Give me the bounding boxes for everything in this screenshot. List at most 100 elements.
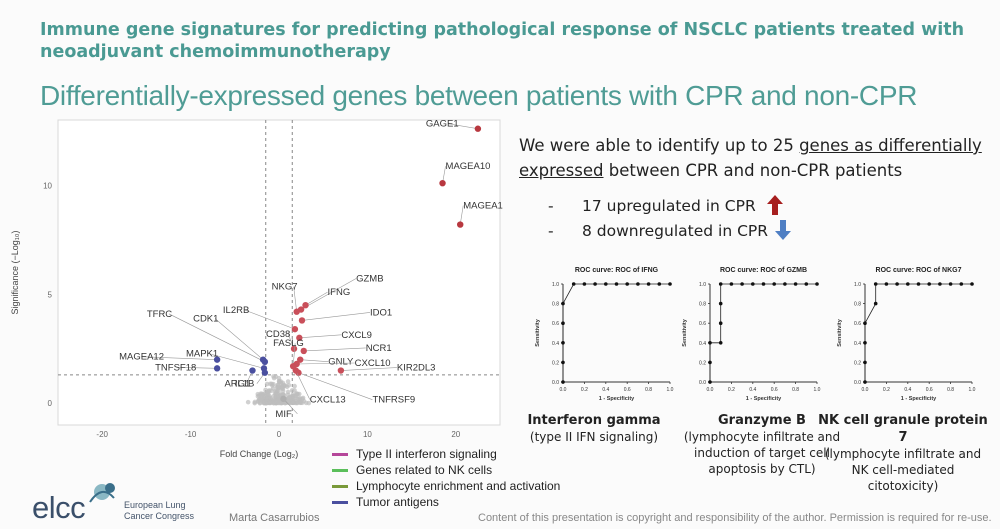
- roc-point: [916, 282, 921, 286]
- legend-item: Type II interferon signaling: [332, 446, 560, 462]
- gene-label: ARG1: [224, 379, 250, 390]
- y-tick-label: 10: [43, 181, 52, 190]
- roc-point: [815, 282, 819, 286]
- background-gene-point: [290, 400, 295, 406]
- background-gene-point: [271, 393, 276, 399]
- background-gene-point: [255, 398, 261, 404]
- background-gene-point: [280, 386, 286, 392]
- gene-label-leader: [214, 318, 264, 360]
- bullet-upregulated: - 17 upregulated in CPR: [548, 195, 783, 215]
- x-tick-label: 20: [451, 430, 460, 439]
- gene-label-leader: [177, 367, 218, 369]
- roc-y-tick-label: 0.4: [699, 341, 706, 347]
- roc-y-tick-label: 0.2: [699, 360, 706, 366]
- roc-point: [751, 282, 755, 286]
- roc-point: [804, 282, 809, 286]
- bullet-downregulated: - 8 downregulated in CPR: [548, 220, 791, 240]
- roc-y-tick-label: 0.4: [854, 341, 861, 347]
- gene-label-leader: [295, 370, 311, 400]
- gene-label: MAGEA1: [463, 201, 503, 212]
- legend-label: Tumor antigens: [356, 495, 439, 509]
- roc-y-tick-label: 1.0: [854, 282, 861, 288]
- roc-caption-title: Interferon gamma: [527, 413, 661, 428]
- gene-label-leader: [298, 372, 373, 400]
- gene-label-leader: [447, 123, 478, 130]
- roc-chart-gzmb: ROC curve: ROC of GZMB 0.00.0 0.2 0.2 0.4 0.4…: [682, 267, 821, 402]
- roc-y-tick-label: 0.6: [854, 321, 861, 327]
- roc-y-tick-label: 0.2: [854, 360, 861, 366]
- roc-point: [729, 282, 734, 286]
- background-gene-point: [297, 395, 303, 401]
- gene-point: [300, 347, 307, 355]
- slide-title: Immune gene signatures for predicting pa…: [40, 20, 965, 62]
- gene-point: [289, 362, 297, 370]
- x-tick-label: -10: [185, 430, 197, 439]
- roc-point: [970, 282, 974, 286]
- roc-point: [561, 380, 565, 384]
- roc-point: [604, 282, 608, 286]
- gene-label: NKG7: [272, 282, 298, 293]
- roc-x-axis-label: 1 - Specificity: [746, 396, 782, 402]
- roc-point: [636, 282, 640, 286]
- x-tick-label: 10: [363, 430, 372, 439]
- logo-sub-line1: European Lung: [124, 500, 186, 510]
- x-axis-label: Fold Change (Log₂): [220, 449, 299, 459]
- gene-point: [213, 365, 221, 372]
- roc-caption-title: NK cell granule protein 7: [818, 413, 988, 445]
- background-gene-point: [271, 400, 277, 406]
- roc-point: [718, 341, 723, 345]
- roc-point: [593, 282, 597, 286]
- elcc-logo-subtitle: European Lung Cancer Congress: [124, 500, 194, 522]
- roc-y-tick-label: 0.0: [854, 380, 861, 386]
- roc-point: [938, 282, 942, 286]
- gene-point: [290, 345, 298, 352]
- bullet-dash: -: [548, 197, 554, 215]
- background-gene-point: [268, 400, 273, 406]
- roc-y-tick-label: 0.0: [552, 380, 559, 386]
- gene-label: MAGEA10: [446, 161, 491, 172]
- legend-item: Lymphocyte enrichment and activation: [332, 478, 560, 494]
- roc-point: [561, 341, 565, 345]
- background-gene-point: [264, 381, 270, 387]
- arrow-down-icon: [774, 220, 791, 240]
- roc-point: [884, 282, 889, 286]
- bullet-up-text: 17 upregulated in CPR: [582, 197, 756, 215]
- gene-label-leader: [292, 343, 296, 367]
- roc-point: [948, 282, 953, 286]
- intro-text: We were able to identify up to 25 genes …: [519, 133, 989, 183]
- background-gene-point: [292, 383, 297, 389]
- roc-x-tick-label: 0.6: [624, 387, 631, 393]
- legend-swatch: [332, 484, 348, 488]
- roc-y-tick-label: 0.6: [552, 321, 559, 327]
- bullet-down-text: 8 downregulated in CPR: [582, 222, 769, 240]
- gene-label: IL2RB: [223, 305, 249, 316]
- bullet-dash: -: [548, 222, 554, 240]
- roc-point: [906, 282, 910, 286]
- roc-point: [571, 282, 576, 286]
- gene-point: [297, 356, 304, 363]
- background-gene-point: [261, 399, 267, 404]
- roc-x-tick-label: 0.2: [883, 387, 890, 393]
- gene-label: CD38: [266, 329, 290, 340]
- background-gene-point: [297, 400, 303, 406]
- background-gene-point: [286, 382, 292, 388]
- roc-point: [863, 321, 867, 325]
- gene-label-leader: [296, 362, 355, 365]
- elcc-logo-text: elcc: [32, 490, 86, 525]
- gene-label-leader: [303, 347, 366, 352]
- roc-point: [863, 341, 867, 345]
- background-gene-point: [271, 375, 277, 381]
- legend-label: Genes related to NK cells: [356, 463, 493, 477]
- gene-label-leader: [283, 398, 298, 415]
- y-tick-label: 0: [48, 399, 53, 408]
- roc-point: [718, 301, 723, 306]
- gene-label: TNFRSF9: [372, 395, 415, 406]
- legend-swatch: [332, 452, 348, 456]
- legend-label: Type II interferon signaling: [356, 447, 497, 461]
- gene-label: MIF: [275, 409, 292, 420]
- gene-label-leader: [459, 205, 464, 225]
- background-gene-point: [285, 389, 291, 395]
- roc-point: [561, 301, 565, 306]
- roc-point: [718, 321, 723, 325]
- roc-x-tick-label: 0.0: [707, 387, 714, 393]
